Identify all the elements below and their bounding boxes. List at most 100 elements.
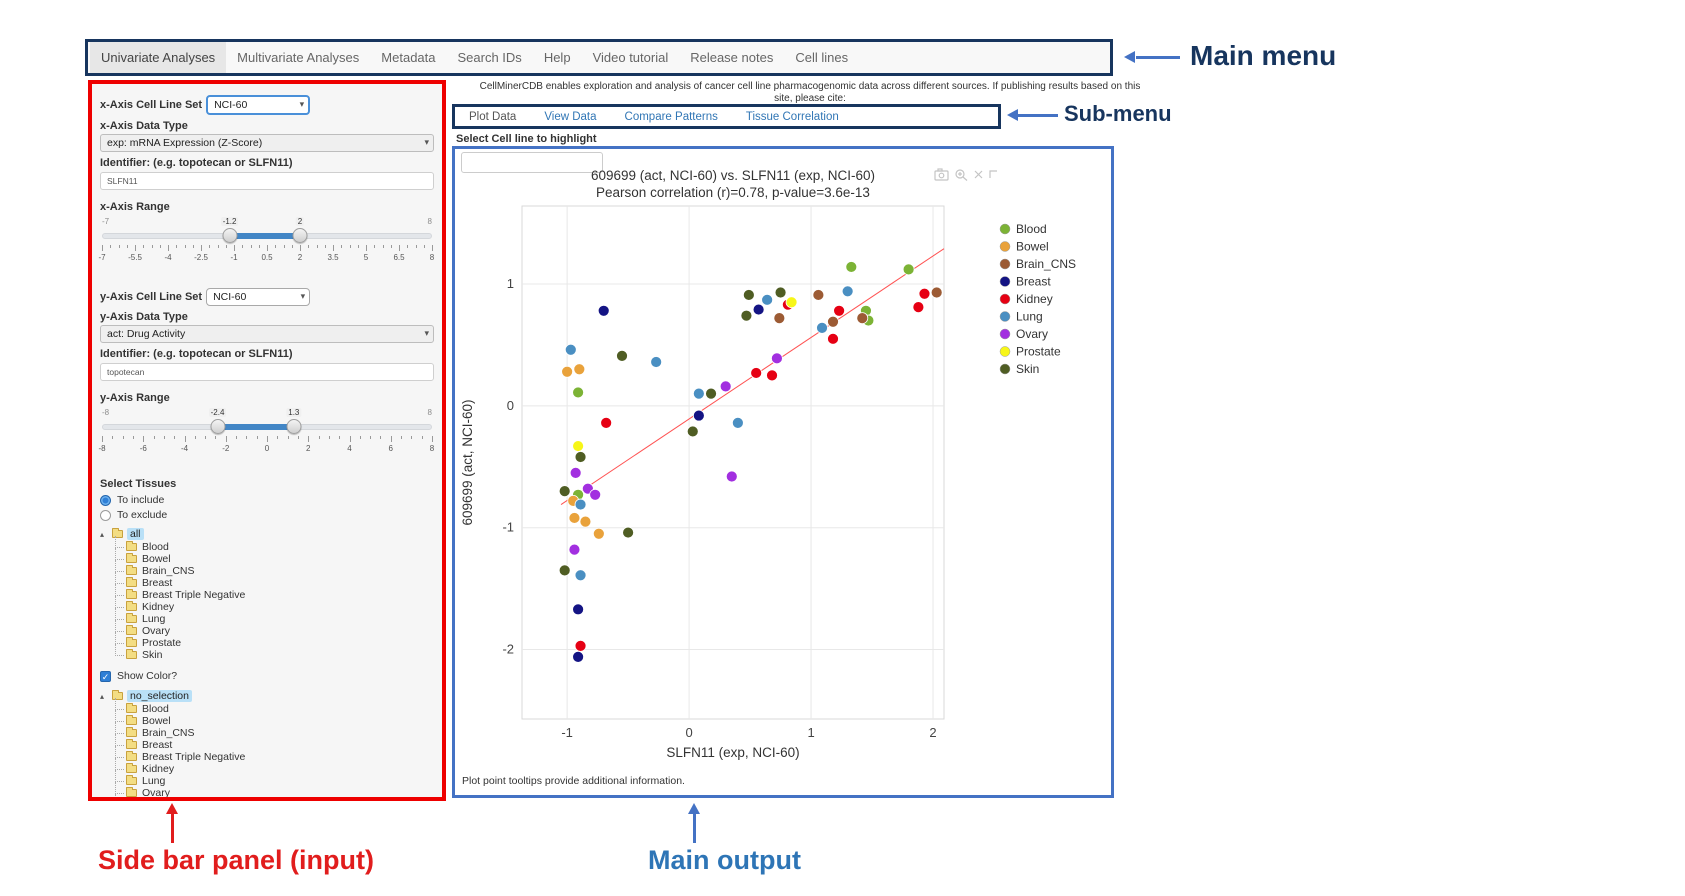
data-point-blood[interactable] <box>572 386 585 399</box>
autoscale-icon[interactable] <box>989 170 997 178</box>
tissue-tree-node-blood[interactable]: Blood <box>113 536 434 553</box>
slider-handle-from[interactable] <box>210 419 225 434</box>
legend-item-blood[interactable]: Blood <box>999 222 1047 236</box>
data-point-breast[interactable] <box>572 650 585 663</box>
data-point-kidney[interactable] <box>574 639 587 652</box>
data-point-skin[interactable] <box>740 309 753 322</box>
data-point-kidney[interactable] <box>766 369 778 382</box>
menu-item-univariate-analyses[interactable]: Univariate Analyses <box>90 42 227 73</box>
radio-button[interactable] <box>100 494 111 506</box>
tab-plot-data[interactable]: Plot Data <box>469 110 517 123</box>
tab-view-data[interactable]: View Data <box>544 110 597 123</box>
menu-item-metadata[interactable]: Metadata <box>381 50 436 65</box>
tissue-tree-node-lung[interactable]: Lung <box>113 608 434 625</box>
menu-item-multivariate-analyses[interactable]: Multivariate Analyses <box>237 50 360 65</box>
legend-item-breast[interactable]: Breast <box>999 275 1051 289</box>
camera-icon[interactable] <box>934 168 949 181</box>
data-point-ovary[interactable] <box>771 352 783 365</box>
tissue-tree-node-prostate[interactable]: Prostate <box>113 632 434 649</box>
data-point-bowel[interactable] <box>592 527 605 540</box>
x-data-type-select[interactable]: exp: mRNA Expression (Z-Score) ▾ <box>100 134 434 152</box>
data-point-breast[interactable] <box>692 409 705 422</box>
tissue-tree-node-kidney[interactable]: Kidney <box>113 596 434 613</box>
menu-item-search-ids[interactable]: Search IDs <box>457 50 522 65</box>
data-point-skin[interactable] <box>705 387 717 400</box>
selection-tree-node-breast[interactable]: Breast <box>113 734 434 751</box>
data-point-lung[interactable] <box>650 356 663 368</box>
data-point-lung[interactable] <box>731 416 744 429</box>
data-point-prostate[interactable] <box>785 296 798 309</box>
data-point-lung[interactable] <box>574 569 587 582</box>
slider-handle-to[interactable] <box>292 228 308 243</box>
data-point-kidney[interactable] <box>912 301 925 314</box>
data-point-prostate[interactable] <box>572 440 585 452</box>
data-point-bowel[interactable] <box>579 515 592 528</box>
legend-item-brain_cns[interactable]: Brain_CNS <box>999 257 1076 271</box>
data-point-lung[interactable] <box>692 387 705 400</box>
menu-item-video-tutorial[interactable]: Video tutorial <box>592 50 669 65</box>
plot-area[interactable] <box>521 205 945 720</box>
data-point-bowel[interactable] <box>573 363 586 376</box>
tissue-tree-node-skin[interactable]: Skin <box>113 644 434 661</box>
data-point-kidney[interactable] <box>750 367 763 379</box>
slider-handle-from[interactable] <box>222 228 238 243</box>
tissue-tree-node-bowel[interactable]: Bowel <box>113 548 434 565</box>
close-icon[interactable] <box>974 170 983 179</box>
data-point-skin[interactable] <box>774 286 787 299</box>
data-point-lung[interactable] <box>841 285 854 298</box>
data-point-ovary[interactable] <box>719 380 732 393</box>
y-cell-line-set-select[interactable]: NCI-60 ▾ <box>206 288 311 306</box>
scatter-plot[interactable]: -1 0 1 2 1 0 -1 -2 609699 (act, NCI-60) vs. SLFN… <box>457 161 1113 766</box>
data-point-lung[interactable] <box>761 293 774 306</box>
selection-tree-node-blood[interactable]: Blood <box>113 698 434 715</box>
x-cell-line-set-select[interactable]: NCI-60 ▾ <box>206 95 311 115</box>
show-color-checkbox-row[interactable]: ✓ Show Color? <box>100 670 434 682</box>
data-point-brain_cns[interactable] <box>856 312 869 325</box>
data-point-bowel[interactable] <box>568 512 581 524</box>
data-point-brain_cns[interactable] <box>812 289 825 301</box>
data-point-brain_cns[interactable] <box>827 315 839 328</box>
data-point-breast[interactable] <box>572 603 585 616</box>
data-point-brain_cns[interactable] <box>773 312 786 325</box>
data-point-ovary[interactable] <box>569 466 582 479</box>
data-point-skin[interactable] <box>686 425 699 438</box>
zoom-in-icon[interactable] <box>955 169 968 181</box>
y-data-type-select[interactable]: act: Drug Activity ▾ <box>100 325 434 343</box>
menu-item-help[interactable]: Help <box>543 50 571 65</box>
data-point-kidney[interactable] <box>600 416 613 429</box>
data-point-kidney[interactable] <box>833 304 846 317</box>
legend-item-skin[interactable]: Skin <box>999 362 1039 376</box>
x-identifier-input[interactable] <box>100 172 434 190</box>
data-point-lung[interactable] <box>574 498 587 511</box>
selection-tree-node-ovary[interactable]: Ovary <box>113 782 434 797</box>
menu-item-cell-lines[interactable]: Cell lines <box>795 50 849 65</box>
data-point-breast[interactable] <box>752 303 765 316</box>
data-point-blood[interactable] <box>845 261 858 273</box>
tree-toggle-icon[interactable]: ▴ <box>100 691 105 701</box>
tissue-tree-node-breast[interactable]: Breast <box>113 572 434 589</box>
legend-item-ovary[interactable]: Ovary <box>999 327 1048 341</box>
selection-tree-node-breast-triple-negative[interactable]: Breast Triple Negative <box>113 746 434 763</box>
slider-handle-to[interactable] <box>286 419 302 434</box>
radio-to-exclude[interactable]: To exclude <box>100 509 434 521</box>
data-point-kidney[interactable] <box>827 332 839 345</box>
selection-tree-node-brain_cns[interactable]: Brain_CNS <box>113 722 434 739</box>
legend-item-lung[interactable]: Lung <box>999 310 1043 324</box>
legend-item-prostate[interactable]: Prostate <box>999 345 1061 359</box>
data-point-lung[interactable] <box>564 343 577 356</box>
x-range-slider[interactable]: -7 8 -1.2 2 -7 -5.5 -4 -2.5 -1 0.5 2 3.5 5 6.5 8 <box>98 217 434 273</box>
data-point-blood[interactable] <box>902 263 915 276</box>
y-identifier-input[interactable] <box>100 363 434 381</box>
data-point-skin[interactable] <box>616 349 628 362</box>
data-point-kidney[interactable] <box>918 287 931 300</box>
menu-item-release-notes[interactable]: Release notes <box>690 50 774 65</box>
tab-compare-patterns[interactable]: Compare Patterns <box>624 110 718 123</box>
data-point-skin[interactable] <box>622 526 635 539</box>
tree-toggle-icon[interactable]: ▴ <box>100 529 105 539</box>
y-range-slider[interactable]: -8 8 -2.4 1.3 -8 -6 -4 -2 0 2 4 6 8 <box>98 408 434 464</box>
data-point-bowel[interactable] <box>561 365 574 378</box>
legend-item-bowel[interactable]: Bowel <box>999 240 1049 254</box>
data-point-skin[interactable] <box>558 564 571 577</box>
data-point-breast[interactable] <box>597 304 610 317</box>
data-point-skin[interactable] <box>558 485 571 498</box>
